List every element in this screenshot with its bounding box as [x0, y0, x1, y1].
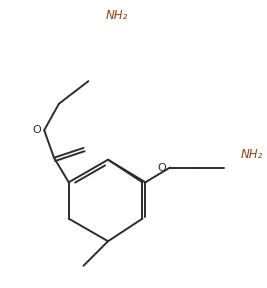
Text: O: O — [158, 162, 166, 173]
Text: NH₂: NH₂ — [106, 9, 128, 22]
Text: NH₂: NH₂ — [241, 148, 263, 161]
Text: O: O — [32, 125, 41, 135]
